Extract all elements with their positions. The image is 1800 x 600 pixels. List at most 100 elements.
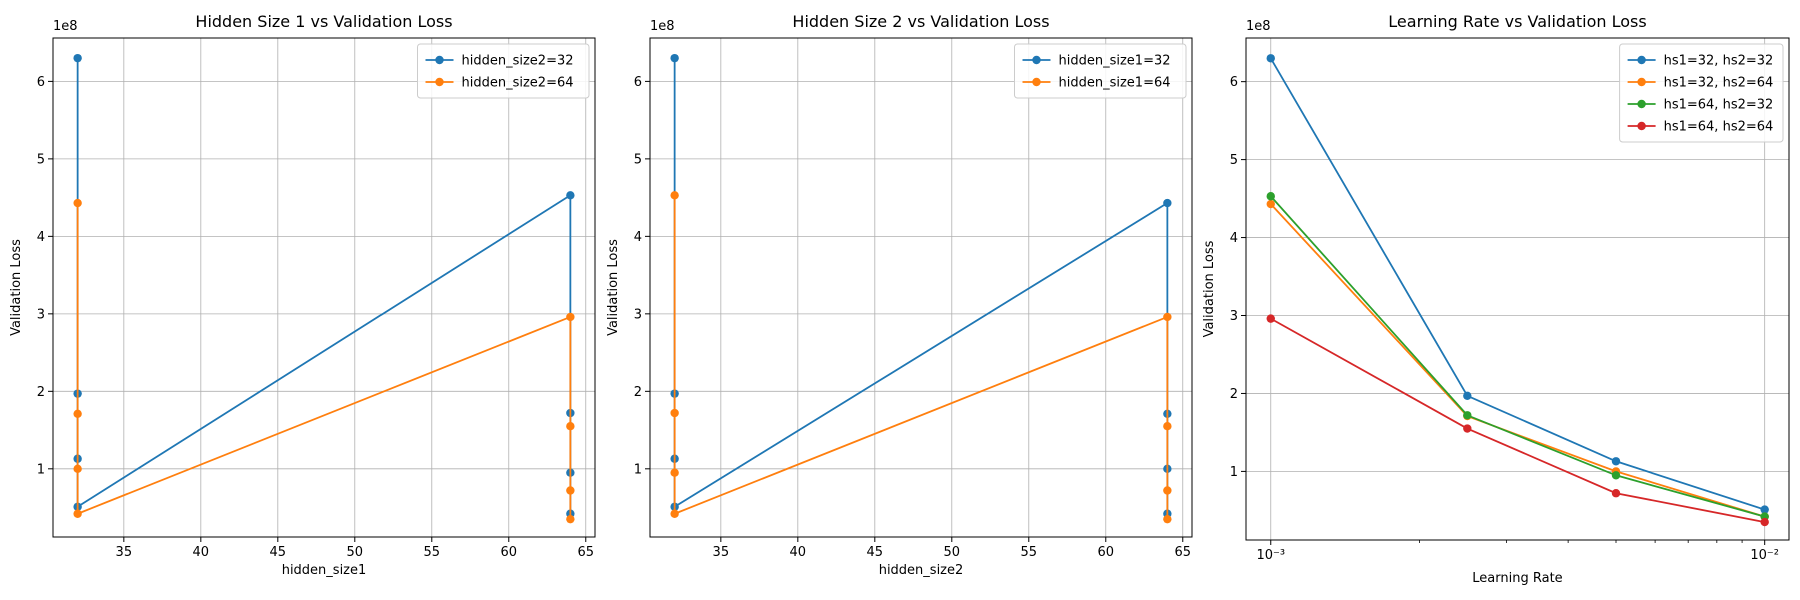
x-tick-label: 60 [1097, 545, 1114, 560]
data-point [670, 468, 679, 477]
legend-box [417, 43, 590, 99]
x-tick-label: 55 [424, 545, 441, 560]
data-point [566, 486, 575, 495]
legend: hs1=32, hs2=32 hs1=32, hs2=64 hs1=64, hs2=… [1619, 43, 1784, 143]
x-tick-label: 60 [500, 545, 517, 560]
data-point [1266, 192, 1275, 201]
axes-frame [1245, 37, 1790, 541]
y-axis-label: Validation Loss [9, 239, 24, 336]
y-tick-label: 1 [1230, 465, 1238, 480]
series-line-4 [1270, 317, 1765, 523]
legend-label: hidden_size2=64 [462, 76, 574, 91]
data-point [1266, 199, 1275, 209]
legend-marker [435, 55, 444, 65]
data-point [1760, 505, 1769, 514]
series-line-1 [76, 58, 572, 514]
x-tick-label: 55 [1021, 545, 1038, 560]
y-tick-label: 6 [37, 75, 45, 90]
x-tick-label: 65 [1174, 545, 1191, 560]
data-point [1163, 198, 1172, 208]
y-tick-label: 6 [1230, 75, 1238, 90]
y-tick-label: 2 [37, 385, 45, 400]
legend-marker [1032, 55, 1041, 65]
x-tick-label: 10⁻² [1750, 548, 1779, 563]
series-line-2 [76, 203, 572, 520]
data-point [670, 408, 679, 418]
x-tick-label: 40 [790, 545, 807, 560]
data-point [566, 191, 575, 200]
y-offset-label: 1e8 [1246, 19, 1271, 34]
y-tick-label: 2 [1230, 387, 1238, 402]
y-tick-label: 5 [1230, 153, 1238, 168]
y-axis-label: Validation Loss [606, 239, 621, 336]
data-point [1163, 312, 1172, 322]
chart-title: Hidden Size 1 vs Validation Loss [195, 12, 452, 31]
series-line-1 [673, 58, 1169, 514]
series-line-3 [1270, 195, 1765, 518]
series-line-1 [1269, 57, 1765, 511]
data-point [73, 464, 82, 474]
x-tick-label: 65 [577, 545, 594, 560]
data-point [1463, 391, 1472, 400]
y-tick-label: 3 [1230, 309, 1238, 324]
x-axis-label: hidden_size1 [282, 563, 367, 578]
x-tick-label: 40 [193, 545, 210, 560]
x-tick-label: 35 [116, 545, 133, 560]
legend-marker [1637, 77, 1646, 87]
x-tick-label: 35 [713, 545, 730, 560]
y-tick-label: 3 [37, 307, 45, 322]
data-point [566, 421, 575, 431]
data-point [73, 509, 82, 518]
chart-panel-3: 10⁻³ 10⁻² 1 2 3 4 5 6 1e8 Learning Rate vs Valida… [1202, 12, 1790, 586]
data-point [73, 198, 82, 208]
series-line-2 [1270, 203, 1765, 518]
y-axis-label: Validation Loss [1202, 240, 1217, 337]
axes-frame [649, 37, 1193, 538]
axes-frame [52, 37, 596, 538]
data-point [1163, 486, 1172, 495]
y-tick-label: 5 [634, 152, 642, 167]
legend-marker [1032, 77, 1041, 87]
data-point [670, 53, 679, 63]
y-tick-label: 4 [1230, 231, 1238, 246]
legend-label: hs1=32, hs2=32 [1664, 54, 1774, 69]
legend-box [1619, 43, 1784, 143]
chart-title: Learning Rate vs Validation Loss [1388, 12, 1646, 31]
y-tick-label: 1 [37, 462, 45, 477]
data-point [670, 191, 679, 200]
y-offset-label: 1e8 [650, 19, 675, 34]
data-point [1611, 489, 1621, 498]
y-tick-label: 3 [634, 307, 642, 322]
data-point [1266, 54, 1275, 63]
data-point [73, 53, 82, 63]
data-point [566, 312, 575, 322]
data-point [1163, 514, 1172, 524]
data-point [566, 514, 575, 524]
data-point [1163, 421, 1172, 431]
data-point [1463, 424, 1472, 433]
x-tick-label: 10⁻³ [1256, 548, 1285, 563]
data-point [1266, 314, 1275, 323]
y-tick-label: 4 [37, 230, 45, 245]
x-axis-label: Learning Rate [1472, 571, 1562, 586]
series-line-2 [673, 195, 1169, 520]
legend-marker [435, 77, 444, 87]
chart-title: Hidden Size 2 vs Validation Loss [792, 12, 1049, 31]
legend-label: hs1=64, hs2=32 [1664, 98, 1774, 113]
y-tick-label: 2 [634, 385, 642, 400]
legend: hidden_size1=32 hidden_size1=64 [1014, 43, 1187, 99]
legend-label: hs1=32, hs2=64 [1664, 76, 1774, 91]
x-axis-label: hidden_size2 [879, 563, 964, 578]
legend-marker [1637, 99, 1646, 109]
data-point [73, 409, 82, 418]
x-tick-label: 45 [867, 545, 884, 560]
data-point [1611, 457, 1621, 466]
y-tick-label: 4 [634, 230, 642, 245]
data-point [670, 509, 679, 518]
x-tick-label: 50 [944, 545, 961, 560]
y-tick-label: 1 [634, 462, 642, 477]
data-point [1611, 471, 1621, 480]
